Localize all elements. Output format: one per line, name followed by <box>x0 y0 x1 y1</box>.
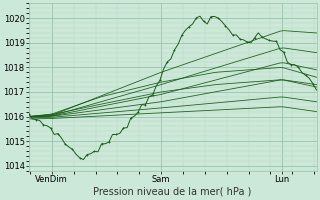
X-axis label: Pression niveau de la mer( hPa ): Pression niveau de la mer( hPa ) <box>93 187 252 197</box>
